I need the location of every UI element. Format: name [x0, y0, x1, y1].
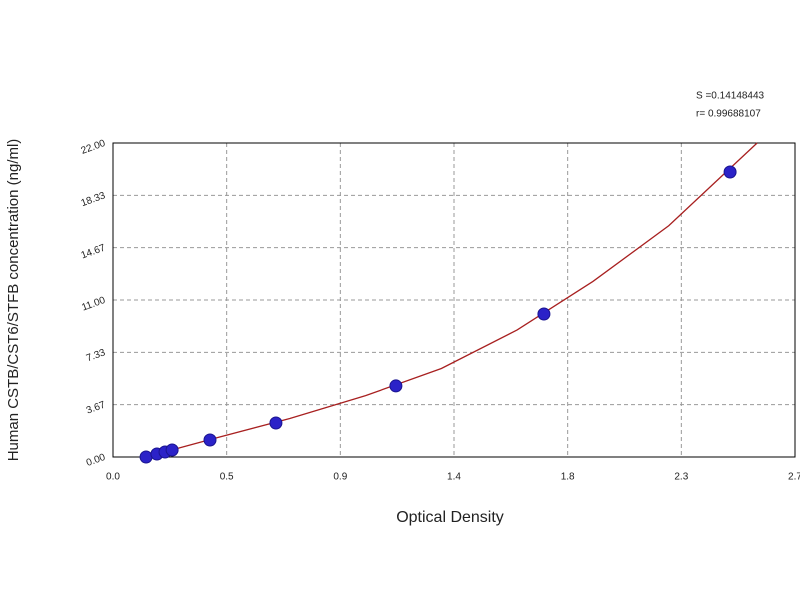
x-tick-label: 0.9 [333, 472, 347, 483]
annotation: r= 0.99688107 [696, 109, 761, 120]
x-tick-label: 1.8 [561, 472, 575, 483]
data-point [203, 433, 217, 447]
x-tick-label: 1.4 [447, 472, 461, 483]
data-point [165, 443, 179, 457]
data-point [269, 416, 283, 430]
data-point [389, 379, 403, 393]
fit-curve [145, 142, 758, 458]
data-point [139, 450, 153, 464]
x-tick-label: 0.0 [106, 472, 120, 483]
y-axis-label: Human CSTB/CST6/STFB concentration (ng/m… [5, 139, 22, 462]
x-axis-label: Optical Density [396, 509, 504, 526]
x-tick-label: 2.7 [788, 472, 800, 483]
x-tick-label: 0.5 [220, 472, 234, 483]
annotation: S =0.14148443 [696, 91, 765, 102]
x-tick-label: 2.3 [674, 472, 688, 483]
plot-frame [112, 142, 796, 458]
data-point [723, 165, 737, 179]
data-point [537, 307, 551, 321]
